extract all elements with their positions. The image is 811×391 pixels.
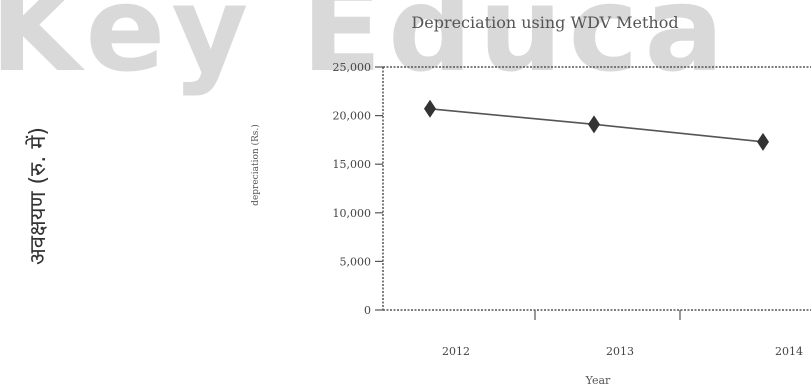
y-tick-label: 20,000 (333, 110, 372, 123)
y-tick-label: 25,000 (333, 61, 372, 74)
plot-area (382, 66, 811, 311)
x-tick-label: 2014 (775, 345, 803, 358)
data-point-marker (424, 99, 436, 118)
data-point-marker (588, 115, 600, 134)
x-tick-label: 2012 (442, 345, 470, 358)
series-layer (424, 99, 769, 151)
x-ticks: 2012 2013 2014 (442, 310, 803, 358)
y-tick-label: 5,000 (340, 255, 372, 268)
x-axis-label: Year (585, 374, 611, 387)
y-tick-label: 15,000 (333, 158, 372, 171)
side-axis-label: अवक्षयण (रु. में) (25, 127, 51, 265)
chart-title: Depreciation using WDV Method (411, 13, 678, 32)
y-tick-label: 10,000 (333, 207, 372, 220)
data-point-marker (757, 132, 769, 151)
watermark-text: Key Educa (0, 0, 730, 98)
y-ticks: 0 5,000 10,000 15,000 20,000 25,000 (333, 61, 383, 317)
x-tick-label: 2013 (606, 345, 634, 358)
y-tick-label: 0 (364, 304, 371, 317)
y-axis-label: depreciation (Rs.) (250, 124, 261, 206)
